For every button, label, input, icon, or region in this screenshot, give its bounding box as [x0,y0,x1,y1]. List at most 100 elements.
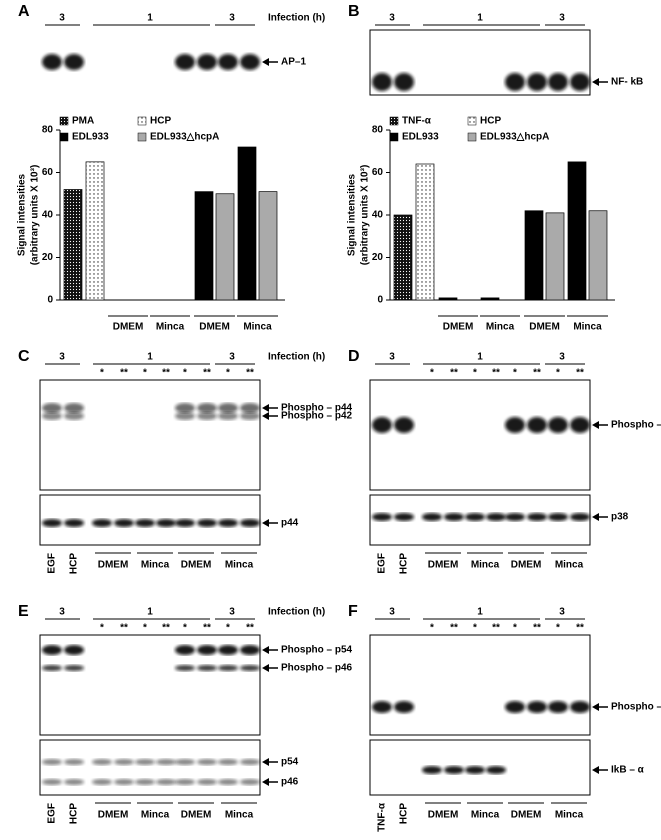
group-label: DMEM [199,322,230,333]
band-label: IkB – α [611,765,645,776]
star: * [100,623,104,634]
band [240,665,260,671]
legend-swatch [467,116,477,126]
group-label: Minca [471,560,500,571]
band [527,701,547,713]
band [570,513,590,521]
band [240,403,260,413]
group-label: Minca [486,322,515,333]
band [175,412,195,420]
band [240,412,260,420]
band [372,513,392,521]
star: * [226,368,230,379]
band-label: Phospho – p54 [281,645,353,656]
time-label: 3 [559,607,565,618]
band [92,779,112,785]
time-label: 3 [389,607,395,618]
star: ** [533,368,541,379]
panel-letter: C [18,348,30,365]
band [570,701,590,713]
band [372,73,392,91]
band [548,701,568,713]
band [394,513,414,521]
star: * [430,623,434,634]
lane-label: HCP [69,553,80,574]
panel-letter: A [18,3,30,20]
y-tick-label: 60 [42,167,54,178]
band [218,645,238,655]
bar [85,161,105,301]
group-label: DMEM [428,810,459,821]
band [394,701,414,713]
legend-swatch [389,132,399,142]
band [114,759,134,765]
band [240,519,260,527]
star: * [143,368,147,379]
arrow-head [592,766,599,774]
group-label: Minca [243,322,272,333]
y-tick-label: 40 [372,210,384,221]
star: * [513,368,517,379]
band [64,412,84,420]
star: ** [120,368,128,379]
arrow-head [592,421,599,429]
bar [393,214,413,301]
band [156,759,176,765]
arrow-head [592,78,599,86]
band [42,645,62,655]
legend-swatch [467,132,477,142]
band [42,759,62,765]
time-label: 1 [147,352,153,363]
band [42,412,62,420]
panel-letter: B [348,3,360,20]
group-label: DMEM [511,810,542,821]
y-tick-label: 80 [372,125,384,136]
legend-swatch [389,116,399,126]
bar [215,193,235,301]
band [548,417,568,433]
star: ** [492,368,500,379]
star: ** [450,623,458,634]
band [175,54,195,70]
star: * [556,623,560,634]
legend-label: EDL933△hcpA [150,132,219,143]
group-label: Minca [141,810,170,821]
band-label: Phospho – 38 [611,420,661,431]
time-label: 3 [559,352,565,363]
band [42,779,62,785]
arrow-head [262,664,269,672]
band [218,779,238,785]
band [465,766,485,774]
star: ** [246,623,254,634]
star: * [556,368,560,379]
band [175,759,195,765]
arrow-head [592,513,599,521]
blot-box [39,739,261,796]
band [64,519,84,527]
bar [63,189,83,301]
band [197,412,217,420]
band [64,779,84,785]
legend-label: PMA [72,116,94,127]
band [64,54,84,70]
y-tick-label: 40 [42,210,54,221]
star: * [473,368,477,379]
band-label: p38 [611,512,629,523]
band [175,665,195,671]
time-label: 3 [59,13,65,24]
band [372,417,392,433]
band [218,412,238,420]
time-label: 3 [59,607,65,618]
group-label: DMEM [443,322,474,333]
band [486,513,506,521]
legend-label: EDL933 [72,132,109,143]
bar [438,297,458,301]
bar [480,297,500,301]
band [42,54,62,70]
band [114,519,134,527]
arrow-head [262,646,269,654]
band [42,665,62,671]
band [505,701,525,713]
group-label: Minca [555,560,584,571]
y-tick-label: 80 [42,125,54,136]
